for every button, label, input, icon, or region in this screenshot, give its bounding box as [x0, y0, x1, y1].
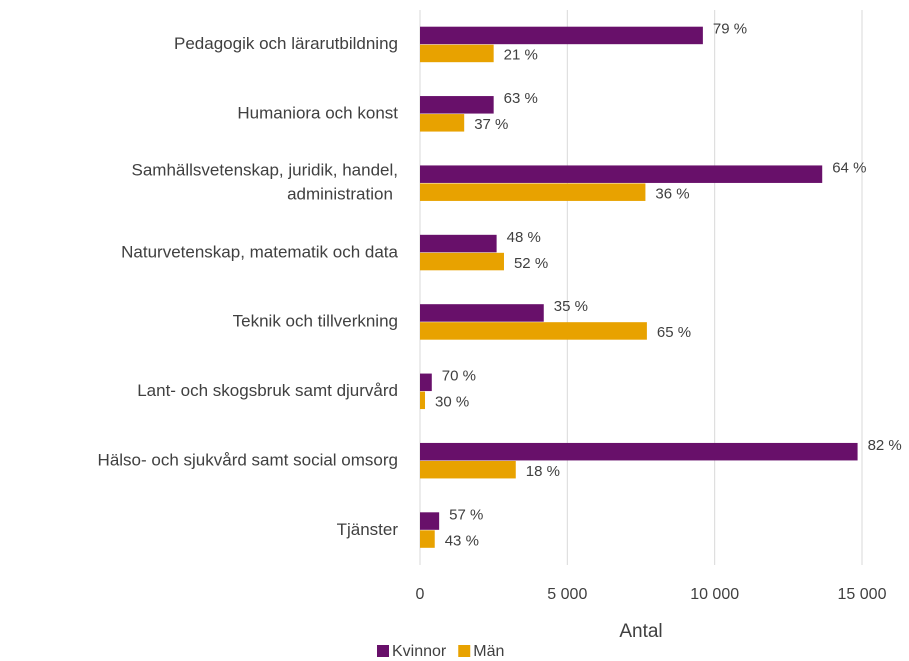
legend-swatch: [458, 645, 471, 657]
bar: [420, 234, 497, 253]
data-label: 30 %: [435, 394, 469, 411]
legend-label: Kvinnor: [392, 643, 447, 660]
x-tick-label: 5 000: [547, 586, 587, 603]
data-label: 65 %: [657, 324, 691, 341]
data-label: 35 %: [554, 298, 588, 315]
data-label: 82 %: [868, 437, 902, 454]
x-tick-label: 15 000: [838, 586, 887, 603]
bar: [420, 512, 440, 530]
data-label: 37 %: [474, 116, 508, 133]
bar: [420, 373, 432, 392]
y-tick-label: Teknik och tillverkning: [233, 312, 398, 331]
data-label: 70 %: [442, 368, 476, 385]
label-line: Samhällsvetenskap, juridik, handel,: [132, 161, 398, 180]
bar: [420, 442, 858, 461]
x-axis-title: Antal: [619, 621, 662, 642]
x-tick-label: 0: [416, 586, 425, 603]
label-line: administration: [287, 185, 393, 204]
bar: [420, 252, 504, 271]
data-label: 52 %: [514, 255, 548, 272]
y-tick-label: Lant- och skogsbruk samt djurvård: [137, 381, 398, 400]
data-label: 57 %: [449, 506, 483, 523]
bar: [420, 26, 703, 45]
bar: [420, 391, 426, 410]
y-tick-label: Tjänster: [337, 520, 399, 539]
y-tick-label: Hälso- och sjukvård samt social omsorg: [98, 450, 398, 469]
bar: [420, 183, 646, 201]
y-tick-label: Samhällsvetenskap, juridik, handel, admin…: [132, 161, 398, 204]
bar: [420, 114, 465, 132]
y-tick-label: Pedagogik och lärarutbildning: [174, 34, 398, 53]
data-label: 64 %: [832, 159, 866, 176]
bar: [420, 44, 494, 63]
bar: [420, 530, 435, 548]
data-label: 48 %: [507, 229, 541, 246]
data-label: 21 %: [504, 47, 538, 64]
bar: [420, 322, 647, 340]
bar: [420, 304, 544, 322]
data-label: 18 %: [526, 463, 560, 480]
data-label: 43 %: [445, 532, 479, 549]
data-label: 36 %: [655, 185, 689, 202]
data-label: 63 %: [504, 90, 538, 107]
legend-label: Män: [473, 643, 504, 660]
bar: [420, 460, 516, 479]
x-tick-label: 10 000: [690, 586, 739, 603]
bar: [420, 165, 823, 183]
data-label: 79 %: [713, 21, 747, 38]
y-tick-label: Humaniora och konst: [237, 104, 398, 123]
legend-swatch: [377, 645, 389, 657]
bar: [420, 96, 494, 114]
y-tick-label: Naturvetenskap, matematik och data: [121, 242, 398, 261]
